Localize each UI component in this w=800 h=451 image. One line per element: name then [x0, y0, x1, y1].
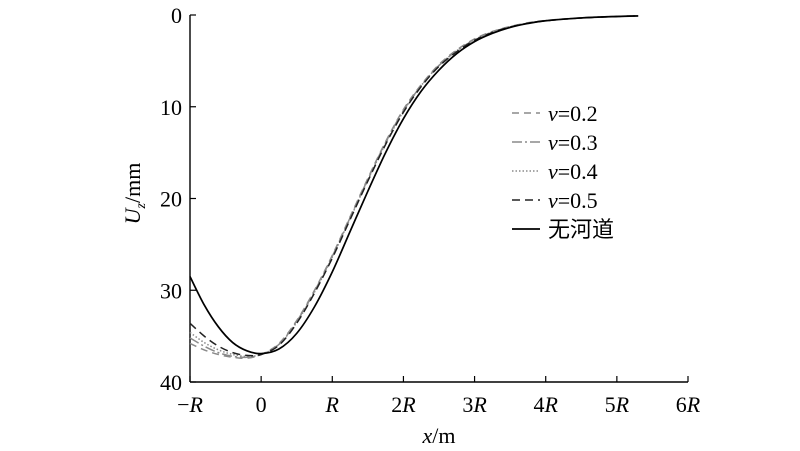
x-tick-label-1: 0: [256, 392, 267, 417]
x-tick-label-4: 3R: [462, 392, 487, 417]
y-tick-label-3: 30: [160, 278, 182, 303]
legend-label-4: 无河道: [548, 217, 614, 242]
y-axis-title: Uz/mm: [120, 163, 149, 225]
legend-label-3: v=0.5: [548, 188, 598, 213]
series-layer: [189, 15, 639, 360]
y-tick-label-0: 0: [171, 3, 182, 28]
axes: 0 10 20 30 40−R 0 R 2R 3R 4R 5R 6R: [160, 3, 701, 417]
x-tick-label-7: 6R: [676, 392, 701, 417]
y-tick-label-4: 40: [160, 370, 182, 395]
legend-label-2: v=0.4: [548, 159, 598, 184]
x-tick-label-2: R: [325, 392, 340, 417]
x-tick-label-6: 5R: [605, 392, 630, 417]
legend: v=0.2 v=0.3 v=0.4 v=0.5 无河道: [512, 101, 614, 242]
y-tick-label-2: 20: [160, 187, 182, 212]
legend-label-0: v=0.2: [548, 101, 598, 126]
series-line-3: [189, 15, 639, 357]
x-tick-label-5: 4R: [533, 392, 558, 417]
series-line-1: [189, 15, 639, 359]
x-tick-label-0: −R: [177, 392, 203, 417]
series-line-4: [189, 15, 639, 355]
y-tick-label-1: 10: [160, 95, 182, 120]
x-axis-title: x/m: [422, 423, 456, 448]
x-tick-label-3: 2R: [391, 392, 416, 417]
series-line-2: [189, 15, 639, 358]
legend-label-1: v=0.3: [548, 130, 598, 155]
